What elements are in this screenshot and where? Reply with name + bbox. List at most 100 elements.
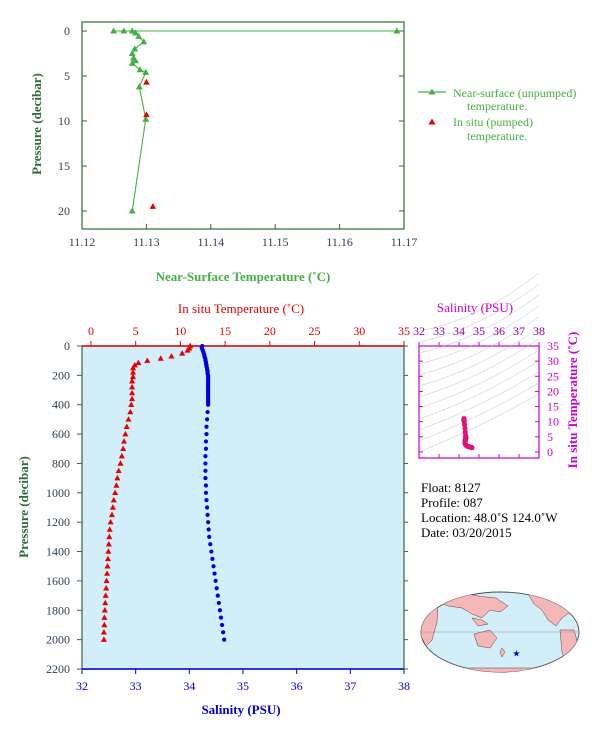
pressure-tick-label: 600 [52, 427, 70, 441]
legend-marker-pumped [428, 118, 436, 125]
unpumped-temperature-point [131, 45, 139, 52]
density-contour [418, 327, 540, 387]
temperature-point [113, 482, 120, 488]
float-location-marker: ★ [512, 648, 520, 658]
density-contour [418, 360, 540, 420]
ts-y-tick-label: 5 [547, 430, 553, 444]
salinity-point [203, 468, 208, 473]
pressure-tick-label: 0 [64, 339, 70, 353]
temperature-point [106, 526, 113, 532]
main-y-axis-title: Pressure (decibar) [16, 456, 31, 558]
top-y-tick-label: 5 [64, 69, 70, 83]
pressure-tick-label: 1200 [46, 515, 70, 529]
legend: Near-surface (unpumped) temperature. In … [418, 86, 576, 143]
temperature-axis: 0 5 10 15 20 25 30 35 [88, 324, 410, 346]
salinity-point [203, 483, 209, 488]
top-x-axis: 11.12 11.13 11.14 11.15 11.16 11.17 [69, 224, 418, 249]
salinity-point [203, 439, 209, 444]
temperature-point [179, 350, 186, 356]
salinity-point [209, 549, 214, 554]
ts-y-tick-label: 0 [547, 445, 553, 459]
pressure-tick-label: 200 [52, 368, 70, 382]
temperature-tick-label: 20 [264, 324, 276, 338]
temperature-point [157, 355, 164, 361]
temperature-point [104, 555, 111, 562]
unpumped-temperature-point [135, 83, 143, 90]
temperature-point [102, 592, 109, 598]
salinity-point [215, 593, 220, 598]
temperature-point [109, 504, 116, 510]
salinity-point [206, 402, 211, 407]
density-contour [418, 283, 540, 343]
pressure-tick-label: 1600 [46, 574, 70, 588]
density-contour [418, 349, 540, 409]
temperature-point [101, 621, 108, 628]
ts-x-tick-label: 35 [473, 324, 485, 338]
pumped-temperature-point [149, 203, 157, 209]
salinity-tick-label: 37 [344, 679, 356, 693]
temperature-point [118, 452, 125, 459]
salinity-tick-label: 38 [398, 679, 410, 693]
temperature-tick-label: 30 [353, 324, 365, 338]
unpumped-temperature-point [128, 207, 136, 214]
salinity-point [211, 564, 216, 569]
salinity-point [217, 608, 223, 613]
temperature-point [120, 438, 128, 444]
temperature-point [129, 395, 136, 402]
pressure-tick-label: 2000 [46, 633, 70, 647]
top-x-tick-label: 11.14 [198, 235, 225, 249]
density-contour [418, 338, 540, 398]
unpumped-temperature-point [132, 29, 139, 36]
temperature-point [105, 541, 112, 547]
temperature-point [106, 533, 113, 540]
temperature-point [103, 577, 110, 584]
temperature-point [112, 489, 119, 496]
map-land-indonesia [471, 617, 489, 627]
legend-label-pumped-2: temperature. [467, 129, 527, 143]
density-contour [418, 382, 540, 442]
density-contour [418, 272, 540, 332]
temperature-point [125, 416, 132, 422]
unpumped-temperature-point [393, 27, 401, 34]
top-x-tick-label: 11.17 [391, 235, 418, 249]
salinity-profile [199, 343, 227, 642]
density-contour [418, 316, 540, 376]
ts-x-tick-label: 37 [513, 324, 525, 338]
ts-y-tick-label: 15 [547, 400, 559, 414]
temperature-point [110, 496, 117, 503]
salinity-point [213, 578, 218, 584]
temperature-point [168, 353, 175, 359]
density-contour [418, 294, 540, 354]
unpumped-temperature-point [132, 57, 139, 64]
ts-point [462, 425, 468, 431]
temperature-point [104, 563, 111, 569]
temperature-point [144, 357, 151, 363]
pressure-tick-label: 800 [52, 456, 70, 470]
salinity-point [210, 556, 215, 561]
salinity-point [206, 520, 211, 525]
float-id: Float: 8127 [421, 480, 481, 495]
salinity-point [218, 615, 224, 620]
ts-point [469, 445, 475, 451]
unpumped-temperature-point [135, 32, 143, 39]
unpumped-temperature-point [142, 115, 150, 122]
profile-date: Date: 03/20/2015 [421, 525, 512, 540]
legend-label-unpumped-1: Near-surface (unpumped) [453, 86, 576, 100]
pressure-axis: 0 200 400 600 800 1000 1200 1400 1600 1800 2000 220… [46, 339, 408, 676]
unpumped-temperature-point [136, 66, 144, 73]
map-land-new-zealand [499, 647, 506, 658]
main-plot-background [82, 346, 404, 669]
pressure-tick-label: 1400 [46, 545, 70, 559]
salinity-point [204, 431, 209, 437]
unpumped-temperature-point [128, 49, 136, 57]
top-plot-frame [81, 21, 405, 230]
pressure-tick-label: 2200 [46, 662, 70, 676]
salinity-point [216, 600, 221, 606]
unpumped-temperature-point [140, 38, 148, 45]
temperature-point [129, 369, 137, 375]
ts-y-tick-label: 25 [547, 369, 559, 383]
temperature-point [101, 607, 108, 613]
ts-plot-frame [418, 345, 540, 459]
unpumped-temperature-point [110, 27, 117, 34]
